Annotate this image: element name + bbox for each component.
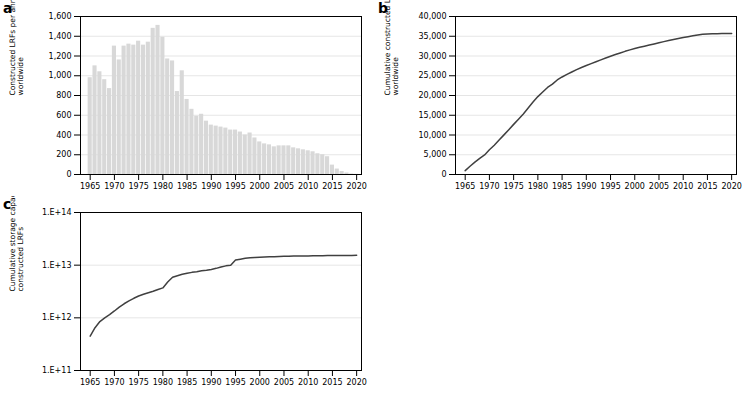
svg-text:1985: 1985 [177,378,197,387]
svg-text:15,000: 15,000 [419,111,447,120]
svg-text:2020: 2020 [346,182,366,191]
svg-text:5,000: 5,000 [424,150,447,159]
svg-text:1990: 1990 [576,182,596,191]
svg-text:1965: 1965 [80,182,100,191]
svg-text:1,400: 1,400 [49,32,72,41]
svg-text:1995: 1995 [225,182,245,191]
svg-text:1.E+13: 1.E+13 [42,261,72,270]
svg-text:1965: 1965 [455,182,475,191]
svg-text:25,000: 25,000 [419,71,447,80]
svg-text:1970: 1970 [479,182,499,191]
svg-text:0: 0 [66,170,71,179]
svg-text:1990: 1990 [201,378,221,387]
svg-text:1,200: 1,200 [49,52,72,61]
svg-text:30,000: 30,000 [419,52,447,61]
svg-text:1975: 1975 [128,182,148,191]
svg-text:2005: 2005 [274,378,294,387]
svg-text:1.E+12: 1.E+12 [42,313,72,322]
svg-text:35,000: 35,000 [419,32,447,41]
svg-text:1980: 1980 [153,378,173,387]
svg-text:2000: 2000 [625,182,645,191]
svg-text:1.E+14: 1.E+14 [42,208,72,217]
html-text:c: c [3,196,12,212]
svg-text:1,000: 1,000 [49,71,72,80]
svg-text:2005: 2005 [274,182,294,191]
svg-text:2010: 2010 [298,378,318,387]
svg-text:1995: 1995 [225,378,245,387]
svg-text:2020: 2020 [346,378,366,387]
svg-text:1995: 1995 [600,182,620,191]
svg-text:2010: 2010 [673,182,693,191]
svg-text:2015: 2015 [322,378,342,387]
svg-text:2000: 2000 [250,378,270,387]
svg-text:1975: 1975 [503,182,523,191]
svg-text:2005: 2005 [649,182,669,191]
svg-text:1985: 1985 [177,182,197,191]
svg-text:2015: 2015 [697,182,717,191]
html-text:b: b [378,0,388,16]
svg-text:1985: 1985 [552,182,572,191]
html-text:worldwide: worldwide [390,57,400,96]
svg-text:2020: 2020 [721,182,741,191]
svg-text:600: 600 [56,111,71,120]
svg-text:1.E+11: 1.E+11 [42,366,72,375]
svg-text:1980: 1980 [153,182,173,191]
svg-text:40,000: 40,000 [419,12,447,21]
svg-text:1970: 1970 [104,182,124,191]
svg-text:1975: 1975 [128,378,148,387]
svg-text:2000: 2000 [250,182,270,191]
svg-text:400: 400 [56,131,71,140]
html-text:constructed LRFs: constructed LRFs [15,226,25,292]
svg-text:800: 800 [56,91,71,100]
html-text:a: a [3,0,13,16]
svg-text:0: 0 [441,170,446,179]
svg-text:20,000: 20,000 [419,91,447,100]
svg-text:1970: 1970 [104,378,124,387]
svg-text:1980: 1980 [528,182,548,191]
svg-text:2010: 2010 [298,182,318,191]
svg-text:1965: 1965 [80,378,100,387]
svg-text:2015: 2015 [322,182,342,191]
svg-text:200: 200 [56,150,71,159]
html-text:worldwide: worldwide [15,57,25,96]
svg-text:1,600: 1,600 [49,12,72,21]
svg-text:1990: 1990 [201,182,221,191]
svg-text:10,000: 10,000 [419,131,447,140]
